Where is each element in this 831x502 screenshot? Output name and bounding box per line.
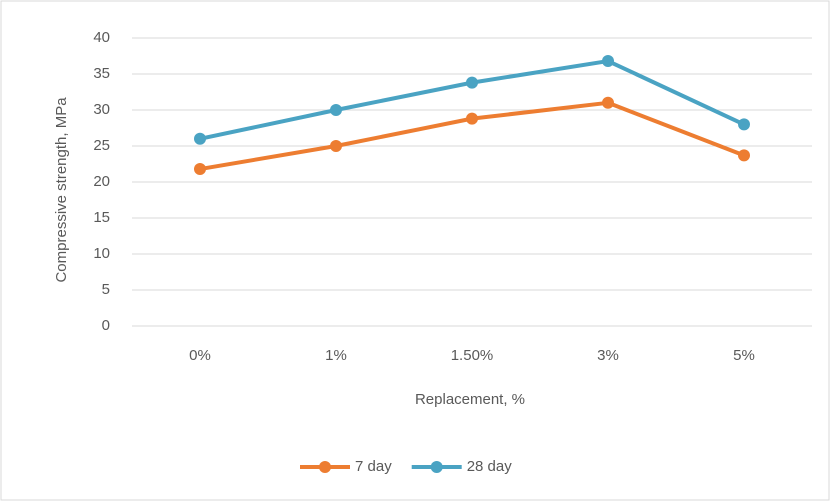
y-tick-label: 30	[93, 101, 110, 118]
legend-marker	[430, 461, 443, 473]
point	[466, 112, 478, 125]
point	[738, 149, 750, 162]
point	[466, 76, 478, 89]
y-tick-label: 20	[93, 173, 110, 190]
y-tick-label: 0	[102, 317, 110, 334]
y-tick-label: 5	[102, 281, 110, 298]
x-axis-title: Replacement, %	[415, 391, 525, 408]
y-tick-label: 40	[93, 29, 110, 46]
point	[194, 132, 206, 145]
point	[194, 163, 206, 176]
x-tick-label: 0%	[189, 347, 211, 364]
point	[602, 96, 614, 109]
legend-label: 28 day	[467, 458, 513, 475]
y-tick-label: 10	[93, 245, 110, 262]
x-tick-label: 1.50%	[451, 347, 494, 364]
point	[330, 140, 342, 152]
legend-marker	[319, 461, 331, 473]
x-tick-label: 5%	[733, 347, 755, 364]
x-tick-label: 1%	[325, 347, 347, 364]
y-tick-label: 35	[93, 65, 110, 82]
y-tick-label: 25	[93, 137, 110, 154]
y-axis-title: Compressive strength, MPa	[53, 97, 70, 283]
x-tick-label: 3%	[597, 347, 619, 364]
y-tick-label: 15	[93, 209, 110, 226]
point	[602, 55, 614, 68]
point	[330, 104, 342, 116]
point	[738, 118, 750, 131]
legend-label: 7 day	[355, 458, 392, 475]
